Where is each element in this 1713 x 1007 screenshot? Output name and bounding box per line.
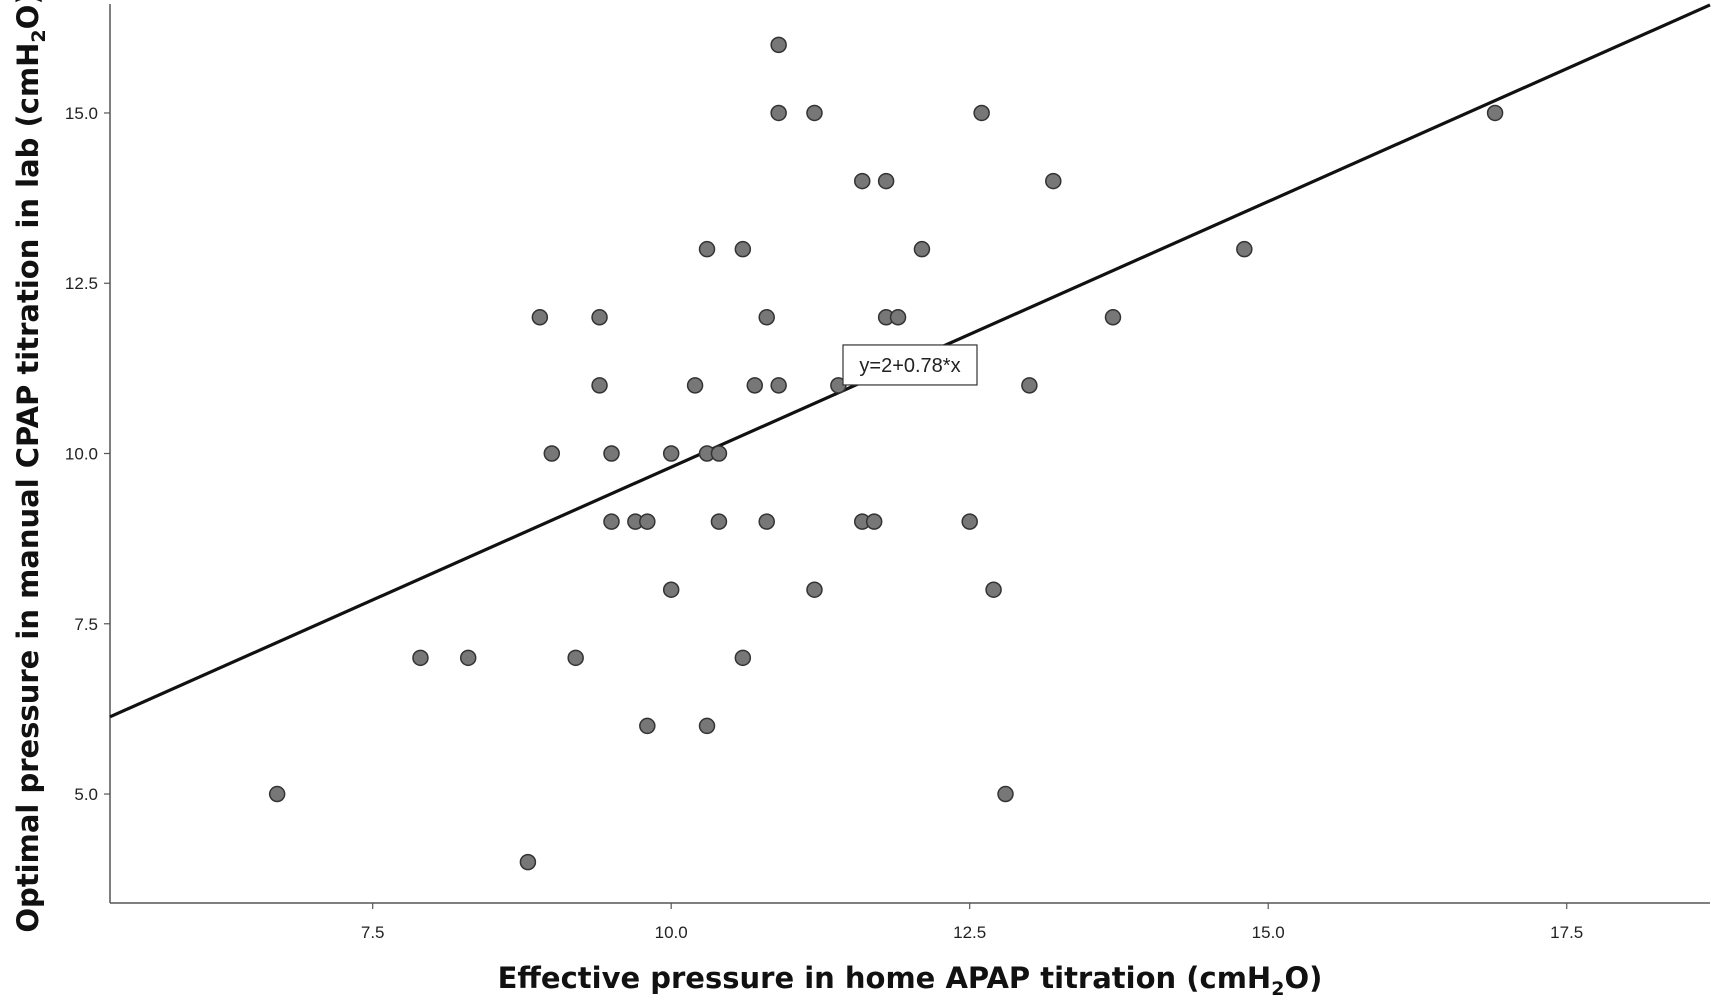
data-point <box>710 513 728 530</box>
y-axis-title-sub: 2 <box>28 29 50 42</box>
data-point <box>1486 104 1504 122</box>
equation-label: y=2+0.78*x <box>842 344 978 386</box>
data-point <box>961 513 978 530</box>
equation-text: y=2+0.78*x <box>859 355 960 377</box>
data-point <box>662 445 680 462</box>
data-point <box>639 717 656 735</box>
y-axis-title-main: Optimal pressure in manual CPAP titratio… <box>11 43 45 933</box>
data-point <box>1021 377 1038 394</box>
data-point <box>1045 172 1062 190</box>
y-tick-label: 15.0 <box>65 104 98 123</box>
x-axis-title-main: Effective pressure in home APAP titratio… <box>498 961 1272 995</box>
data-point <box>591 309 608 326</box>
data-point <box>591 377 608 394</box>
data-point <box>710 445 728 462</box>
data-point <box>1104 309 1122 326</box>
x-axis-title-end: O) <box>1284 961 1322 995</box>
data-point <box>519 853 537 871</box>
equation-box <box>842 344 978 386</box>
data-point <box>698 717 716 735</box>
x-tick-label: 7.5 <box>361 923 385 942</box>
x-tick-label: 17.5 <box>1550 923 1583 942</box>
ticks: 7.5 10.0 12.5 15.0 17.5 5.0 7.5 10.0 12.5 15.0 <box>65 104 1583 942</box>
y-axis-title: Optimal pressure in manual CPAP titratio… <box>11 0 50 933</box>
data-point <box>758 309 775 326</box>
data-point <box>758 513 775 530</box>
data-point <box>877 172 895 190</box>
data-point <box>531 309 549 326</box>
y-axis-title-end: O) <box>11 0 45 29</box>
data-point <box>698 240 716 258</box>
data-point <box>1236 240 1253 258</box>
data-point <box>865 513 883 530</box>
data-point <box>734 649 752 667</box>
data-point <box>459 649 477 667</box>
data-point <box>973 104 990 122</box>
data-point <box>662 581 680 598</box>
y-tick-label: 7.5 <box>74 615 98 634</box>
data-point <box>746 377 764 394</box>
data-point <box>913 240 931 258</box>
data-point <box>770 36 787 54</box>
x-tick-label: 10.0 <box>655 923 688 942</box>
x-axis-title: Effective pressure in home APAP titratio… <box>498 961 1323 1000</box>
data-points <box>268 36 1504 871</box>
data-point <box>770 377 787 394</box>
x-tick-label: 12.5 <box>953 923 986 942</box>
data-point <box>268 785 286 803</box>
data-point <box>734 240 752 258</box>
data-point <box>639 513 656 530</box>
data-point <box>567 649 584 667</box>
data-point <box>806 581 823 598</box>
data-point <box>985 581 1002 598</box>
x-axis-title-sub: 2 <box>1271 978 1284 1000</box>
data-point <box>603 445 620 462</box>
data-point <box>889 309 907 326</box>
data-point <box>603 513 620 530</box>
y-tick-label: 12.5 <box>65 274 98 293</box>
data-point <box>853 172 871 190</box>
y-tick-label: 10.0 <box>65 445 98 464</box>
data-point <box>997 785 1014 803</box>
data-point <box>686 377 704 394</box>
data-point <box>412 649 429 667</box>
y-tick-label: 5.0 <box>74 785 98 804</box>
data-point <box>543 445 561 462</box>
x-tick-label: 15.0 <box>1252 923 1285 942</box>
data-point <box>806 104 823 122</box>
data-point <box>770 104 787 122</box>
axes <box>109 4 1710 904</box>
